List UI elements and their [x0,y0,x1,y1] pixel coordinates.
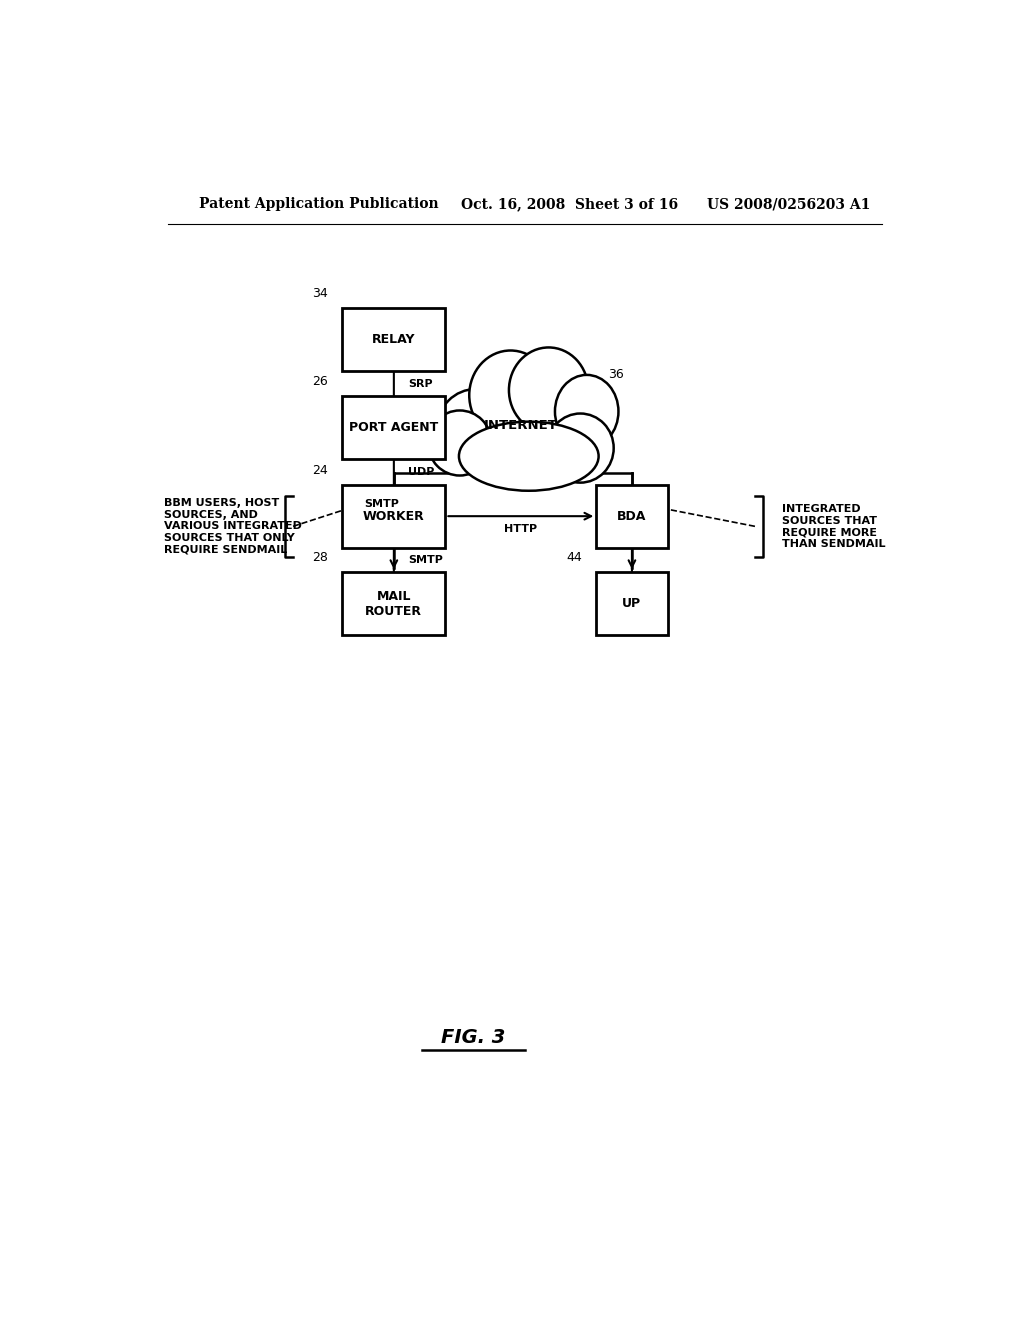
Text: INTERNET: INTERNET [484,420,558,432]
Text: Patent Application Publication: Patent Application Publication [200,197,439,211]
Ellipse shape [428,411,492,475]
FancyBboxPatch shape [596,484,668,548]
Text: 42: 42 [566,463,582,477]
Text: 28: 28 [312,550,328,564]
Text: MAIL
ROUTER: MAIL ROUTER [366,590,422,618]
Text: BDA: BDA [617,510,646,523]
Text: Oct. 16, 2008  Sheet 3 of 16: Oct. 16, 2008 Sheet 3 of 16 [461,197,679,211]
FancyBboxPatch shape [342,396,445,459]
Text: BBM USERS, HOST
SOURCES, AND
VARIOUS INTEGRATED
SOURCES THAT ONLY
REQUIRE SENDMA: BBM USERS, HOST SOURCES, AND VARIOUS INT… [164,498,302,554]
Text: RELAY: RELAY [372,333,416,346]
Ellipse shape [437,389,514,466]
Text: HTTP: HTTP [504,524,538,535]
FancyBboxPatch shape [342,484,445,548]
Text: 34: 34 [312,286,328,300]
FancyBboxPatch shape [342,308,445,371]
Text: INTEGRATED
SOURCES THAT
REQUIRE MORE
THAN SENDMAIL: INTEGRATED SOURCES THAT REQUIRE MORE THA… [782,504,886,549]
Ellipse shape [555,375,618,447]
Text: UDP: UDP [409,467,434,477]
Text: SRP: SRP [409,379,433,388]
Ellipse shape [547,413,613,483]
Ellipse shape [459,421,599,491]
Text: 26: 26 [312,375,328,388]
Text: SMTP: SMTP [365,499,399,510]
Ellipse shape [509,347,588,433]
Text: 24: 24 [312,463,328,477]
Text: US 2008/0256203 A1: US 2008/0256203 A1 [708,197,870,211]
Text: WORKER: WORKER [362,510,425,523]
Text: UP: UP [623,597,641,610]
Text: PORT AGENT: PORT AGENT [349,421,438,434]
FancyBboxPatch shape [342,572,445,635]
Text: 36: 36 [608,368,624,381]
Text: FIG. 3: FIG. 3 [441,1028,506,1047]
Ellipse shape [469,351,552,440]
FancyBboxPatch shape [596,572,668,635]
Text: SMTP: SMTP [409,554,443,565]
Text: 44: 44 [566,550,582,564]
